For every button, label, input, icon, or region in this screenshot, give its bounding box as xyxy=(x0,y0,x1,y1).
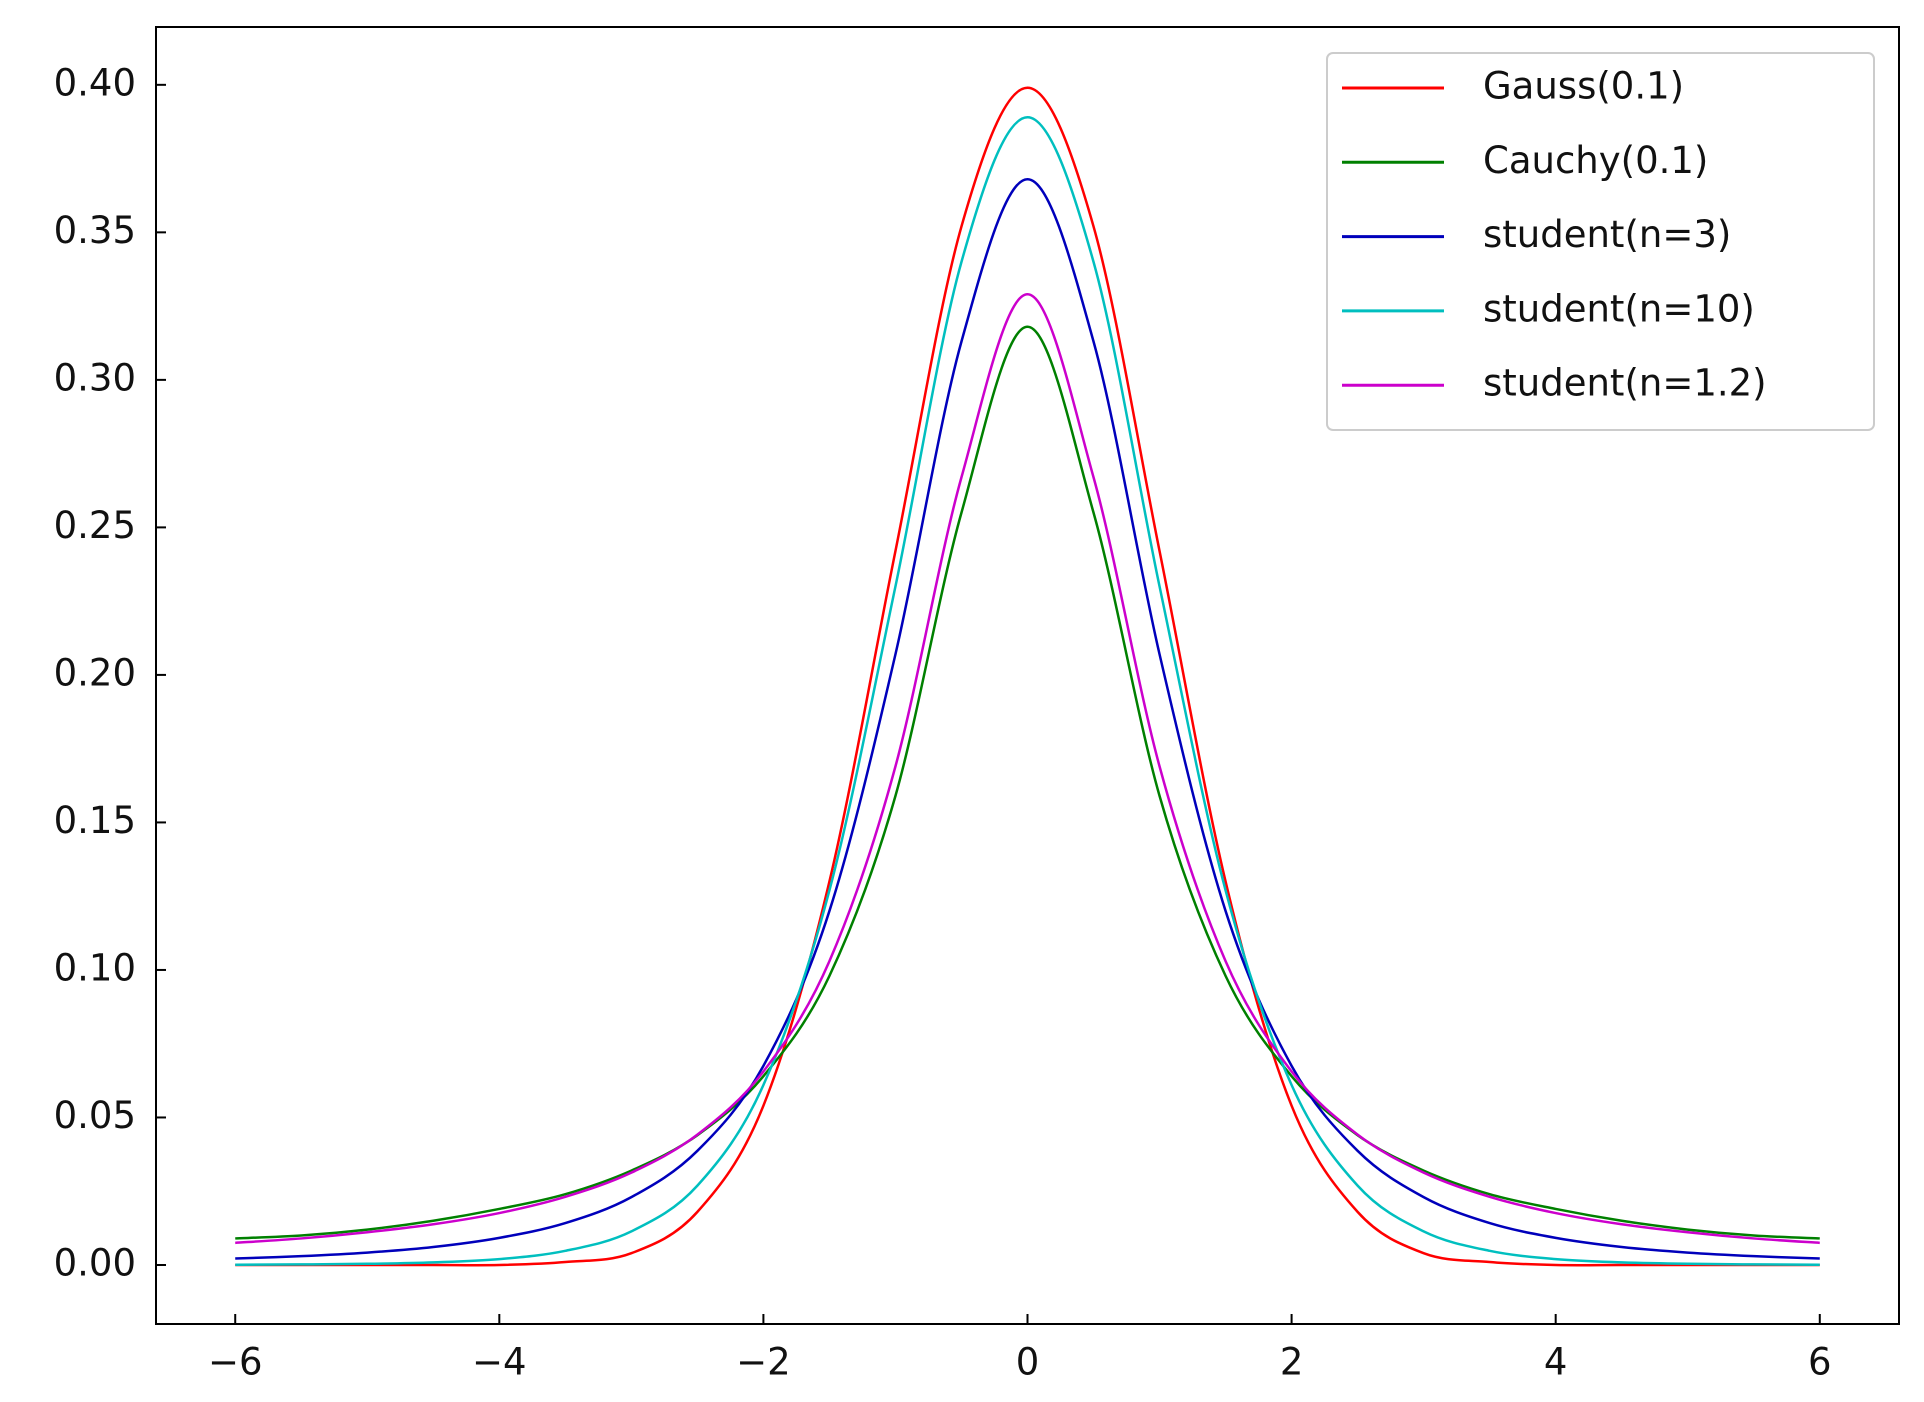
legend-label: Cauchy(0.1) xyxy=(1483,139,1708,182)
y-tick-label: 0.15 xyxy=(54,799,136,842)
legend-box xyxy=(1326,52,1875,431)
x-tick-label: −4 xyxy=(472,1341,527,1384)
x-tick-label: 6 xyxy=(1808,1341,1832,1384)
y-tick-label: 0.30 xyxy=(54,356,136,399)
series-line xyxy=(235,325,1820,1240)
y-tick-label: 0.00 xyxy=(54,1241,136,1284)
legend-label: Gauss(0.1) xyxy=(1483,65,1684,108)
series-line xyxy=(235,177,1820,1260)
x-tick-label: 4 xyxy=(1544,1341,1568,1384)
y-tick-label: 0.35 xyxy=(54,209,136,252)
legend-label: student(n=1.2) xyxy=(1483,362,1767,405)
x-tick-label: −6 xyxy=(208,1341,263,1384)
legend-label: student(n=3) xyxy=(1483,213,1731,256)
legend-label: student(n=10) xyxy=(1483,287,1755,330)
y-tick-label: 0.10 xyxy=(54,946,136,989)
x-tick-label: 2 xyxy=(1280,1341,1304,1384)
series-line xyxy=(235,116,1820,1266)
x-tick-label: −2 xyxy=(736,1341,791,1384)
y-tick-label: 0.20 xyxy=(54,651,136,694)
y-tick-label: 0.25 xyxy=(54,504,136,547)
series-line xyxy=(235,86,1820,1267)
x-tick-label: 0 xyxy=(1016,1341,1040,1384)
y-tick-label: 0.40 xyxy=(54,61,136,104)
series-line xyxy=(235,293,1820,1245)
y-tick-label: 0.05 xyxy=(54,1094,136,1137)
